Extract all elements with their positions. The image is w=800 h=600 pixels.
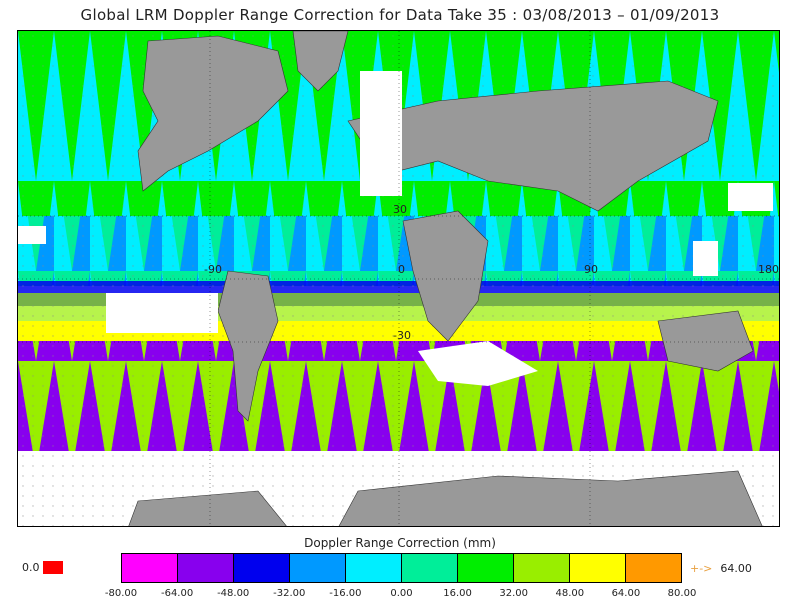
colorbar-cell [178,554,234,582]
lon-label-180: 180 [758,263,779,276]
colorbar-tick-label: 32.00 [499,588,529,599]
colorbar-tick-label: -32.00 [273,588,306,599]
colorbar-cell [234,554,290,582]
land [128,31,763,526]
colorbar-cell [122,554,178,582]
lon-label-90: 90 [584,263,598,276]
colorbar-cell [626,554,681,582]
colorbar-tick-label: 0.00 [390,588,413,599]
colorbar-cell [290,554,346,582]
lon-label-0: 0 [398,263,405,276]
map-title: Global LRM Doppler Range Correction for … [80,6,720,24]
colorbar-tick-label: -64.00 [160,588,194,599]
colorbar-cell [514,554,570,582]
legend-title: Doppler Range Correction (mm) [304,536,496,550]
overflow-key: +-> 64.00 [690,562,752,575]
missing-value-swatch [42,561,63,574]
colorbar-tick-label: 16.00 [443,588,472,599]
colorbar-tick-label: 64.00 [611,588,641,599]
colorbar-tick-label: -48.00 [217,588,250,599]
missing-value-key: 0.0 [22,561,63,574]
graticule [18,31,779,526]
map-plot: -90 0 90 180 30 -30 [17,30,780,527]
colorbar-tick-label: 48.00 [555,588,585,599]
colorbar-cell [570,554,626,582]
colorbar-tick-label: -80.00 [104,588,138,599]
colorbar-tick-label: -16.00 [329,588,362,599]
lon-label-m90: -90 [204,263,222,276]
lat-label-30: 30 [393,203,407,216]
lat-label-m30: -30 [393,329,411,342]
colorbar [121,553,682,583]
colorbar-tick-label: 80.00 [667,588,697,599]
missing-value-label: 0.0 [22,561,40,574]
colorbar-cell [402,554,458,582]
overflow-value: 64.00 [720,562,752,575]
overflow-arrow: +-> [690,562,713,575]
void-patches [18,71,773,386]
colorbar-cell [346,554,402,582]
colorbar-cell [458,554,514,582]
